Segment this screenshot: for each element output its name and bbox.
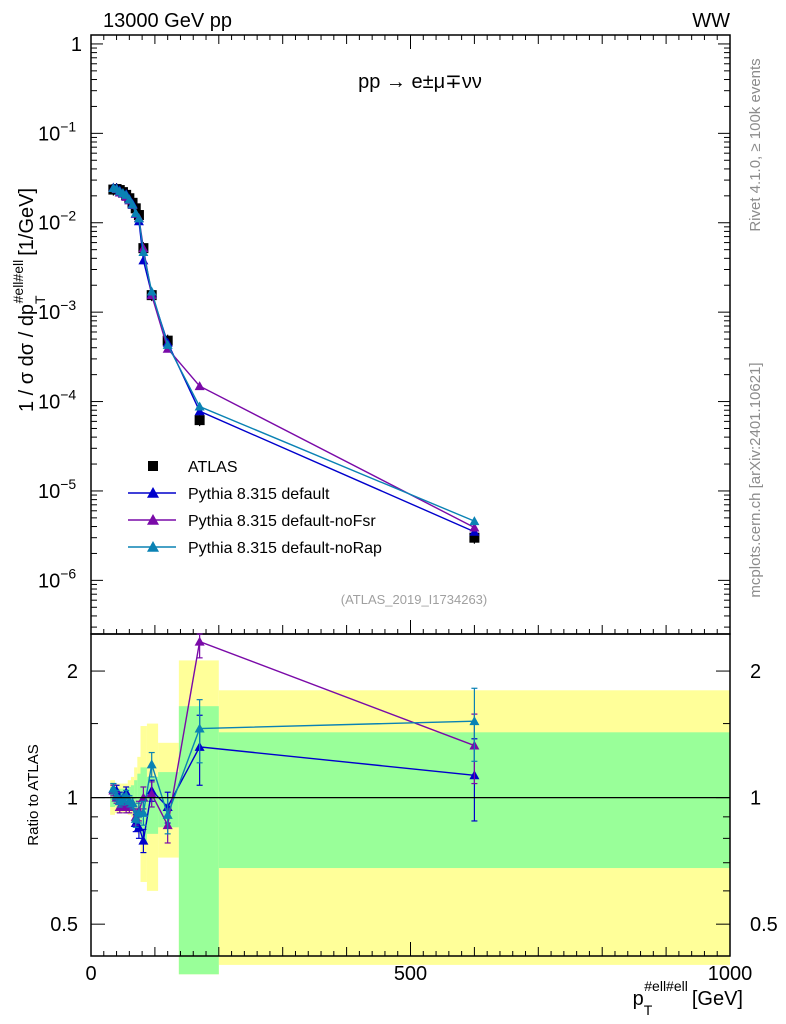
y-tick-exponent: −5 [60,476,76,492]
main-y-axis-label-text: 1 / σ dσ / dp [16,304,38,412]
y-tick-label: 1 [71,34,82,56]
noRap-main-point [194,401,205,411]
ratio-y-tick-label-right: 1 [750,788,761,810]
legend-default-label: Pythia 8.315 default [188,486,330,503]
ratio-y-tick-label: 0.5 [50,914,78,936]
legend-noRap-marker [147,541,159,552]
legend-noFsr-marker [147,514,159,525]
main-y-axis-label: 1 / σ dσ / dpT #ell#ell [1/GeV] [10,188,48,412]
main-plot-frame [90,34,731,635]
noRap-main-point [138,247,149,257]
x-axis-label-sup: #ell#ell [644,978,688,994]
noRap-ratio-point [146,759,157,769]
legend-noRap-label: Pythia 8.315 default-noRap [188,540,382,557]
x-tick-label: 500 [394,963,427,985]
atlas-data-point [469,532,480,543]
noRap-ratio-point [194,723,205,733]
legend-atlas-marker [148,461,158,471]
default-main-point [194,406,205,416]
noFsr-ratio-point [146,788,157,798]
y-tick-exponent: −2 [60,208,76,224]
main-y-axis-label-sup: #ell#ell [10,260,26,304]
y-tick-mantissa: 10 [38,302,60,324]
default-main-line [113,186,475,533]
x-axis-label-unit: [GeV] [692,988,743,1010]
analysis-reference: (ATLAS_2019_I1734263) [341,592,487,607]
ratio-y-tick-label: 1 [67,788,78,810]
noRap-main-point [127,199,138,209]
y-tick-label: 10−3 [38,297,76,324]
collision-label: 13000 GeV pp [103,10,232,32]
default-ratio-point [138,835,149,845]
y-tick-label: 10−1 [38,118,76,145]
noFsr-main-line [113,187,475,529]
noRap-ratio-point [130,813,141,823]
x-tick-label: 1000 [708,963,753,985]
noRap-ratio-point [138,807,149,817]
x-axis-label-text: p [633,988,644,1010]
y-tick-exponent: −4 [60,387,76,403]
rivet-version-label: Rivet 4.1.0, ≥ 100k events [747,58,764,231]
noRap-main-line [113,187,475,522]
y-tick-exponent: −6 [60,565,76,581]
noFsr-main-point [469,522,480,532]
y-tick-mantissa: 10 [38,392,60,414]
y-tick-label: 10−6 [38,565,76,592]
ratio-y-tick-label-right: 0.5 [750,914,778,936]
noRap-ratio-point [469,716,480,726]
legend: ATLAS Pythia 8.315 default Pythia 8.315 de… [128,459,382,557]
ratio-y-tick-label: 2 [67,661,78,683]
y-tick-label: 10−4 [38,387,76,414]
y-tick-mantissa: 10 [38,570,60,592]
process-tag: WW [692,10,730,32]
ratio-uncertainty-bands [110,660,731,975]
y-tick-exponent: −3 [60,297,76,313]
band-inner-bin [134,780,138,813]
default-main-point [138,255,149,265]
y-tick-mantissa: 10 [38,213,60,235]
ratio-y-axis-label: Ratio to ATLAS [25,744,42,845]
main-series [108,182,480,544]
x-axis-label-sub: T [644,1002,653,1018]
band-inner-bin [146,776,159,834]
noRap-main-point [133,213,144,223]
main-y-axis-label-unit: [1/GeV] [16,188,38,256]
x-tick-label: 0 [85,963,96,985]
noRap-main-point [469,516,480,526]
band-inner-bin [158,772,179,828]
ratio-y-tick-label-right: 2 [750,661,761,683]
noRap-ratio-point [127,798,138,808]
legend-default-marker [147,487,159,498]
x-axis-label: pT #ell#ell[GeV] [633,978,743,1018]
noFsr-main-point [194,381,205,391]
legend-atlas-label: ATLAS [188,459,238,476]
process-label: pp → e±μ∓νν [358,71,482,93]
atlas-data-point [194,415,205,426]
legend-noFsr-label: Pythia 8.315 default-noFsr [188,513,376,530]
noRap-ratio-point [162,809,173,819]
y-tick-exponent: −1 [60,118,76,134]
noRap-main-point [146,286,157,296]
y-tick-label: 10−2 [38,208,76,235]
noFsr-ratio-point [194,636,205,646]
mcplots-label: mcplots.cern.ch [arXiv:2401.10621] [747,362,764,597]
y-tick-label: 10−5 [38,476,76,503]
noRap-main-point [162,339,173,349]
y-tick-mantissa: 10 [38,123,60,145]
y-tick-mantissa: 10 [38,481,60,503]
main-y-axis-label-sub: T [32,295,48,304]
